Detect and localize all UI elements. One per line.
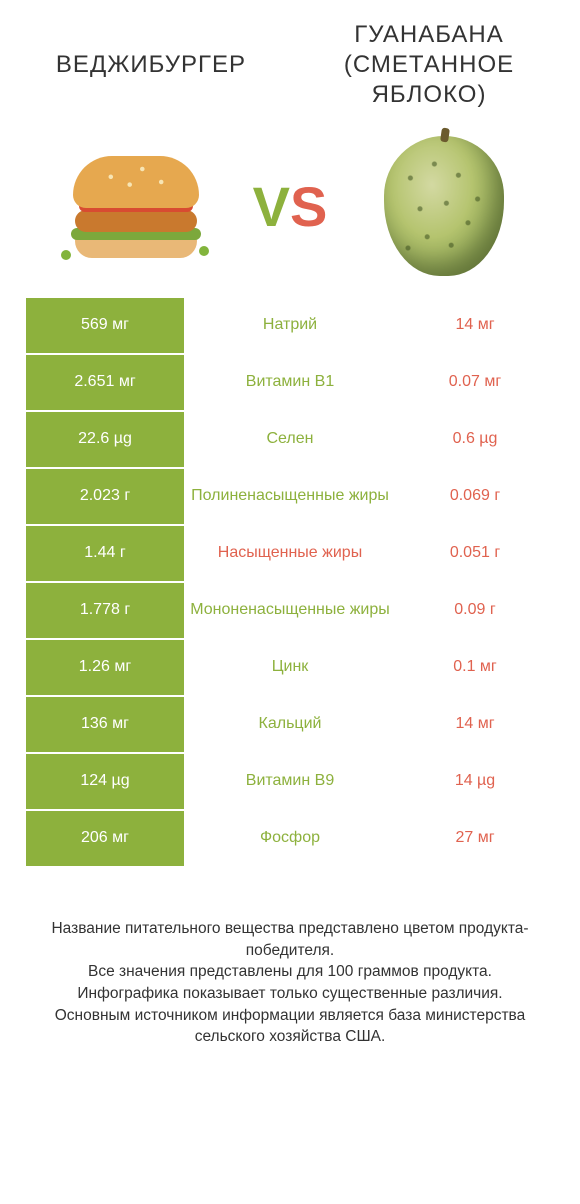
images-row: VS [0, 118, 580, 298]
left-value: 124 µg [26, 754, 184, 809]
left-value: 569 мг [26, 298, 184, 353]
left-product-title: ВЕДЖИБУРГЕР [12, 50, 290, 80]
table-row: 2.023 гПолиненасыщенные жиры0.069 г [26, 469, 554, 524]
footer-line: Все значения представлены для 100 граммо… [34, 961, 546, 983]
right-value: 0.051 г [396, 526, 554, 581]
nutrient-label: Натрий [184, 298, 396, 353]
right-value: 0.069 г [396, 469, 554, 524]
vs-v: V [253, 175, 290, 238]
right-product-image [335, 136, 552, 276]
footer-line: Основным источником информации является … [34, 1005, 546, 1048]
left-value: 2.023 г [26, 469, 184, 524]
left-value: 1.26 мг [26, 640, 184, 695]
right-value: 0.07 мг [396, 355, 554, 410]
right-value: 14 µg [396, 754, 554, 809]
header-row: ВЕДЖИБУРГЕР ГУАНАБАНА (СМЕТАННОЕ ЯБЛОКО) [0, 0, 580, 118]
left-value: 22.6 µg [26, 412, 184, 467]
burger-icon [61, 150, 211, 262]
left-value: 1.44 г [26, 526, 184, 581]
nutrient-label: Мононенасыщенные жиры [184, 583, 396, 638]
right-value: 0.09 г [396, 583, 554, 638]
comparison-table: 569 мгНатрий14 мг2.651 мгВитамин B10.07 … [0, 298, 580, 866]
footer-line: Название питательного вещества представл… [34, 918, 546, 961]
right-value: 27 мг [396, 811, 554, 866]
nutrient-label: Полиненасыщенные жиры [184, 469, 396, 524]
left-value: 2.651 мг [26, 355, 184, 410]
footer-notes: Название питательного вещества представл… [0, 868, 580, 1048]
right-product-title: ГУАНАБАНА (СМЕТАННОЕ ЯБЛОКО) [290, 20, 568, 110]
table-row: 124 µgВитамин B914 µg [26, 754, 554, 809]
left-value: 1.778 г [26, 583, 184, 638]
table-row: 569 мгНатрий14 мг [26, 298, 554, 353]
left-value: 136 мг [26, 697, 184, 752]
vs-label: VS [253, 174, 328, 239]
nutrient-label: Селен [184, 412, 396, 467]
left-value: 206 мг [26, 811, 184, 866]
footer-line: Инфографика показывает только существенн… [34, 983, 546, 1005]
nutrient-label: Цинк [184, 640, 396, 695]
nutrient-label: Фосфор [184, 811, 396, 866]
nutrient-label: Кальций [184, 697, 396, 752]
right-value: 14 мг [396, 697, 554, 752]
nutrient-label: Витамин B9 [184, 754, 396, 809]
right-value: 0.6 µg [396, 412, 554, 467]
table-row: 136 мгКальций14 мг [26, 697, 554, 752]
vs-s: S [290, 175, 327, 238]
left-product-image [28, 150, 245, 262]
table-row: 22.6 µgСелен0.6 µg [26, 412, 554, 467]
nutrient-label: Насыщенные жиры [184, 526, 396, 581]
table-row: 1.44 гНасыщенные жиры0.051 г [26, 526, 554, 581]
table-row: 1.778 гМононенасыщенные жиры0.09 г [26, 583, 554, 638]
table-row: 1.26 мгЦинк0.1 мг [26, 640, 554, 695]
table-row: 2.651 мгВитамин B10.07 мг [26, 355, 554, 410]
soursop-icon [384, 136, 504, 276]
right-value: 14 мг [396, 298, 554, 353]
table-row: 206 мгФосфор27 мг [26, 811, 554, 866]
right-value: 0.1 мг [396, 640, 554, 695]
nutrient-label: Витамин B1 [184, 355, 396, 410]
